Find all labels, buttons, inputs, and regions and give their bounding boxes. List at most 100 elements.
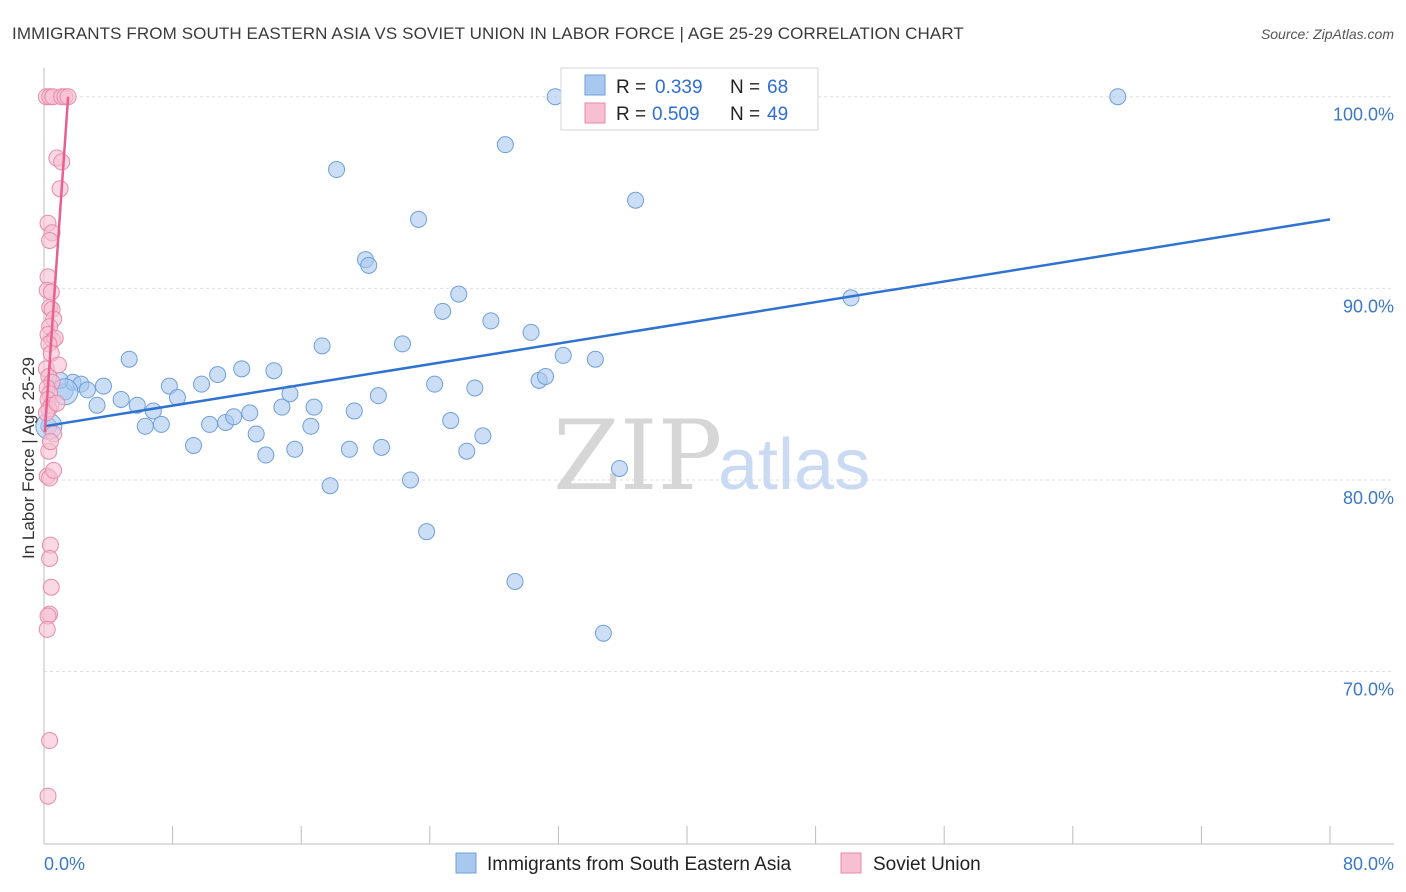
point-0-61 (594, 624, 612, 642)
point-0-52 (482, 312, 500, 330)
stats-legend-r-label-blue: R = (616, 77, 646, 98)
y-tick-label-3: 70.0% (1343, 680, 1394, 700)
chart-source: Source: ZipAtlas.com (1261, 26, 1394, 42)
point-0-62 (610, 459, 628, 477)
point-0-40 (373, 438, 391, 456)
series-0 (35, 88, 1127, 642)
point-0-17 (193, 375, 211, 393)
trend-layer (43, 96, 1331, 433)
trend-line-1 (43, 96, 70, 433)
legend-label-south-eastern-asia: Immigrants from South Eastern Asia (487, 854, 792, 875)
point-1-42 (41, 732, 59, 750)
point-1-37 (41, 550, 59, 568)
trend-line-0 (43, 218, 1331, 428)
point-0-22 (233, 360, 251, 378)
point-0-47 (442, 412, 460, 430)
point-1-43 (39, 787, 57, 805)
x-tick-label-min: 0.0% (44, 854, 85, 874)
point-0-23 (241, 404, 259, 422)
point-0-5 (78, 381, 96, 399)
point-0-24 (247, 425, 265, 443)
point-0-63 (627, 191, 645, 209)
gridlines (44, 96, 1394, 673)
legend-swatch-south-eastern-asia (455, 852, 477, 874)
stats-legend-n-value-pink: 49 (767, 104, 788, 125)
watermark-zip: ZIP (553, 400, 722, 512)
point-0-38 (360, 256, 378, 274)
point-0-29 (286, 440, 304, 458)
series-legend: Immigrants from South Eastern Asia Sovie… (455, 852, 981, 875)
point-0-36 (345, 402, 363, 420)
y-axis-label: In Labor Force | Age 25-29 (19, 357, 38, 559)
point-0-7 (94, 377, 112, 395)
legend-label-soviet-union: Soviet Union (873, 854, 981, 875)
point-0-32 (313, 337, 331, 355)
point-1-45 (48, 394, 66, 412)
point-0-45 (426, 375, 444, 393)
point-0-65 (1109, 88, 1127, 106)
point-1-41 (38, 620, 56, 638)
chart-title: IMMIGRANTS FROM SOUTH EASTERN ASIA VS SO… (12, 24, 964, 43)
stats-legend-r-label-pink: R = (616, 104, 646, 125)
point-0-43 (410, 210, 428, 228)
point-0-42 (402, 471, 420, 489)
y-tick-labels: 100.0% 90.0% 80.0% 70.0% (1333, 105, 1394, 700)
stats-legend-r-value-pink: 0.509 (652, 104, 700, 125)
point-0-14 (160, 377, 178, 395)
point-0-21 (225, 408, 243, 426)
point-0-13 (152, 415, 170, 433)
point-0-26 (265, 362, 283, 380)
point-0-25 (257, 446, 275, 464)
point-0-46 (434, 302, 452, 320)
point-0-33 (321, 477, 339, 495)
point-0-39 (369, 387, 387, 405)
point-0-49 (458, 442, 476, 460)
point-1-14 (42, 283, 60, 301)
point-1-46 (49, 356, 67, 374)
point-0-54 (506, 573, 524, 591)
point-1-7 (53, 153, 71, 171)
watermark: ZIP atlas (553, 400, 870, 512)
point-0-34 (328, 161, 346, 179)
series-layer (35, 88, 1127, 805)
point-0-16 (184, 436, 202, 454)
point-0-35 (340, 440, 358, 458)
point-0-9 (120, 350, 138, 368)
point-0-31 (305, 398, 323, 416)
y-tick-label-0: 100.0% (1333, 105, 1394, 125)
point-0-55 (522, 323, 540, 341)
point-0-59 (554, 346, 572, 364)
point-0-41 (393, 335, 411, 353)
point-0-18 (201, 415, 219, 433)
point-0-6 (88, 396, 106, 414)
series-1 (37, 88, 77, 805)
point-0-11 (136, 417, 154, 435)
point-0-60 (586, 350, 604, 368)
stats-legend: R = 0.339 N = 68 R = 0.509 N = 49 (560, 67, 819, 131)
point-0-10 (128, 396, 146, 414)
legend-swatch-soviet-union (840, 852, 862, 874)
point-0-27 (273, 398, 291, 416)
point-0-8 (112, 390, 130, 408)
point-0-53 (496, 136, 514, 154)
point-1-38 (42, 578, 60, 596)
y-tick-label-2: 80.0% (1343, 488, 1394, 508)
point-0-57 (537, 367, 555, 385)
point-0-50 (466, 379, 484, 397)
point-0-44 (418, 523, 436, 541)
watermark-atlas: atlas (718, 425, 870, 505)
stats-legend-n-label-blue: N = (730, 77, 760, 98)
point-1-48 (45, 461, 63, 479)
point-1-8 (51, 180, 69, 198)
point-1-11 (41, 231, 59, 249)
stats-legend-swatch-blue (584, 74, 606, 96)
point-0-30 (302, 417, 320, 435)
x-tick-label-max: 80.0% (1343, 854, 1394, 874)
stats-legend-r-value-blue: 0.339 (655, 77, 703, 98)
stats-legend-swatch-pink (584, 102, 606, 124)
point-1-47 (41, 433, 59, 451)
point-0-48 (450, 285, 468, 303)
stats-legend-n-value-blue: 68 (767, 77, 788, 98)
point-0-51 (474, 427, 492, 445)
